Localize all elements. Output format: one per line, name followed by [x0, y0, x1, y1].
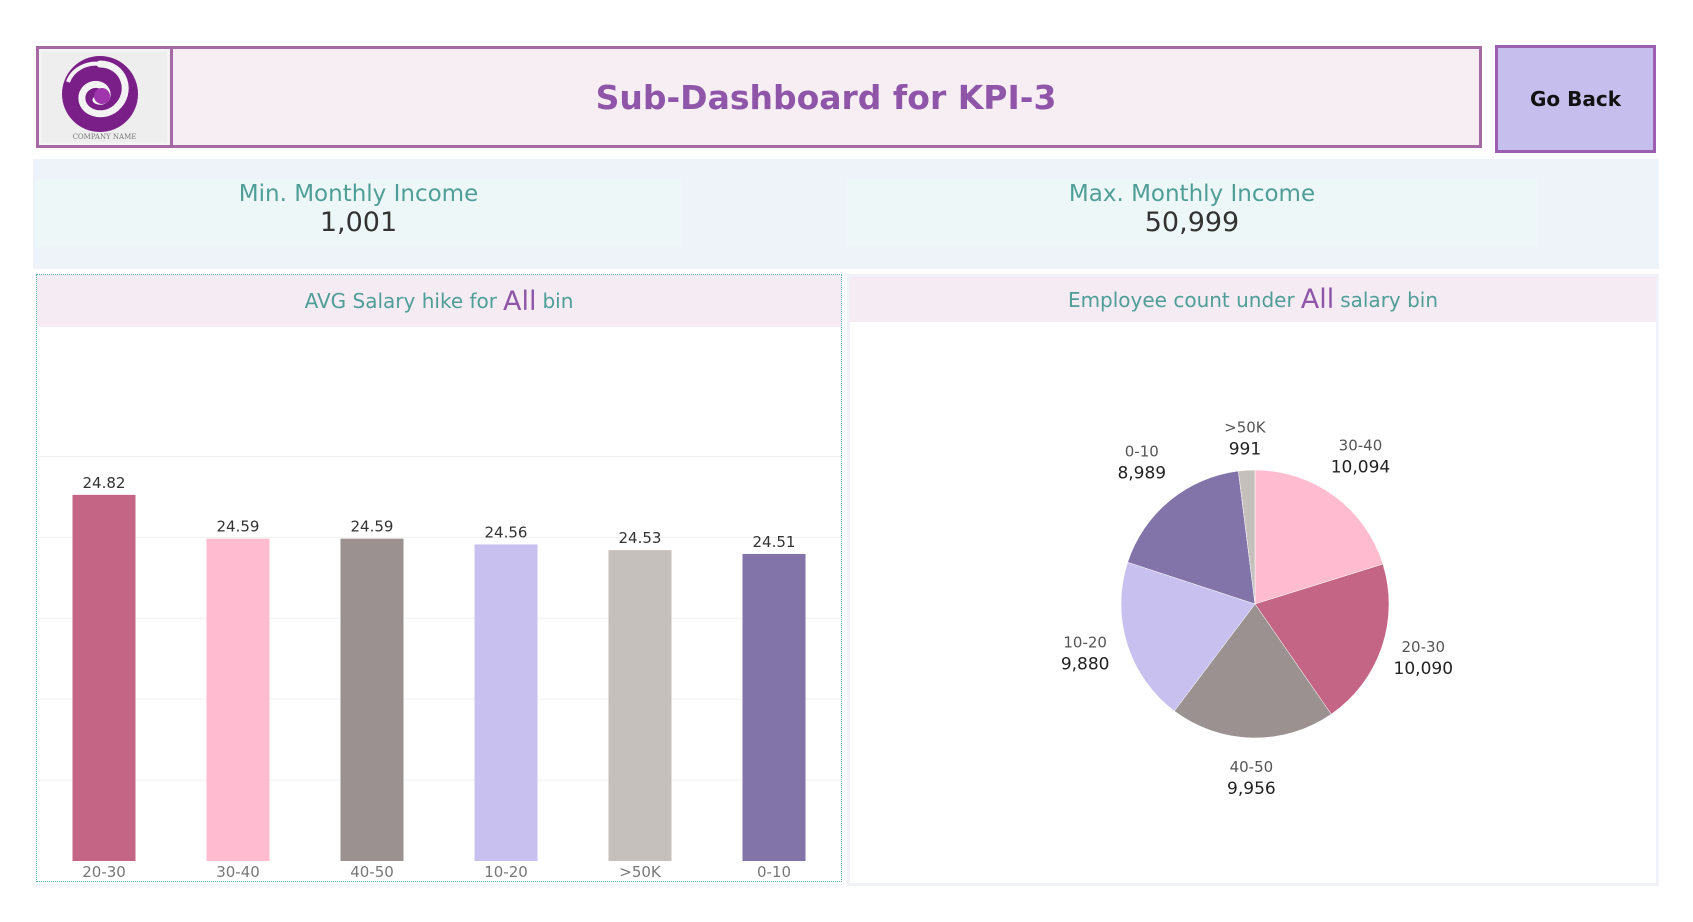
bar-value-label: 24.82: [83, 474, 126, 492]
pie-chart-title: Employee count under All salary bin: [850, 277, 1656, 322]
bar-title-filter[interactable]: All: [502, 285, 537, 317]
min-income-card: Min. Monthly Income 1,001: [36, 179, 681, 247]
bar-title-suffix: bin: [542, 289, 574, 313]
pie-title-suffix: salary bin: [1340, 287, 1439, 312]
pie-chart: 30-40 10,094 20-30 10,090 40-50 9,956 10-20 9,8…: [1061, 418, 1453, 799]
x-tick-label: 20-30: [82, 863, 126, 881]
max-income-card: Max. Monthly Income 50,999: [847, 179, 1537, 247]
bar-value-label: 24.56: [485, 523, 528, 541]
pie-slice-0-10[interactable]: [1127, 470, 1256, 605]
x-tick-label: 40-50: [350, 863, 394, 881]
min-income-value: 1,001: [319, 207, 398, 238]
pie-value-label: 9,956: [1227, 779, 1276, 799]
go-back-button[interactable]: Go Back: [1495, 45, 1656, 153]
company-logo: COMPANY NAME: [39, 49, 173, 145]
min-income-label: Min. Monthly Income: [238, 181, 479, 207]
bar-chart: 24.82 20-30 24.59 30-40 24.59 40-50 24.56 10-20…: [37, 455, 841, 881]
salary-hike-panel: AVG Salary hike for All bin 24.82 20-30 24…: [36, 274, 842, 882]
bar-chart-title: AVG Salary hike for All bin: [37, 275, 841, 327]
pie-title-filter[interactable]: All: [1300, 284, 1335, 315]
pie-value-label: 10,090: [1394, 659, 1453, 679]
bar-0-10[interactable]: [742, 553, 806, 861]
bar-title-prefix: AVG Salary hike for: [304, 289, 497, 313]
bar-20-30[interactable]: [72, 494, 136, 861]
kpi-band: Min. Monthly Income 1,001 Max. Monthly I…: [33, 159, 1659, 269]
x-tick-label: >50K: [619, 863, 662, 881]
pie-slice-20-30[interactable]: [1254, 563, 1390, 715]
bar-40-50[interactable]: [340, 538, 404, 861]
pie-category-label: 0-10: [1125, 443, 1159, 461]
pie-value-label: 8,989: [1117, 464, 1166, 484]
bar-value-label: 24.53: [619, 529, 662, 547]
pie-category-label: 20-30: [1402, 638, 1446, 656]
x-tick-label: 0-10: [757, 863, 791, 881]
pie-category-label: 30-40: [1339, 437, 1383, 455]
bar-value-label: 24.59: [217, 518, 260, 536]
pie-slice-10-20[interactable]: [1120, 561, 1256, 712]
logo-caption: COMPANY NAME: [72, 133, 137, 141]
pie-category-label: 40-50: [1230, 758, 1274, 776]
pie-slice-40-50[interactable]: [1173, 603, 1332, 739]
pie-slice-30-40[interactable]: [1254, 469, 1384, 605]
max-income-label: Max. Monthly Income: [1068, 181, 1316, 207]
pie-category-label: 10-20: [1063, 633, 1107, 651]
bar-value-label: 24.59: [351, 518, 394, 536]
pie-category-label: >50K: [1224, 418, 1267, 436]
pie-slice->50K[interactable]: [1238, 469, 1256, 605]
max-income-value: 50,999: [1144, 207, 1240, 238]
bar-10-20[interactable]: [474, 544, 538, 861]
pie-value-label: 9,880: [1061, 654, 1110, 674]
x-tick-label: 30-40: [216, 863, 260, 881]
bar-30-40[interactable]: [206, 538, 270, 861]
employee-count-panel: Employee count under All salary bin 30-4…: [847, 274, 1659, 886]
pie-title-prefix: Employee count under: [1067, 287, 1295, 312]
page-title: Sub-Dashboard for KPI-3: [595, 77, 1057, 117]
swirl-logo-icon: [62, 56, 138, 132]
pie-value-label: 991: [1229, 439, 1261, 459]
bar->50K[interactable]: [608, 550, 672, 861]
x-tick-label: 10-20: [484, 863, 528, 881]
header-banner: COMPANY NAME Sub-Dashboard for KPI-3: [36, 46, 1482, 148]
bar-value-label: 24.51: [753, 533, 796, 551]
pie-value-label: 10,094: [1331, 458, 1390, 478]
